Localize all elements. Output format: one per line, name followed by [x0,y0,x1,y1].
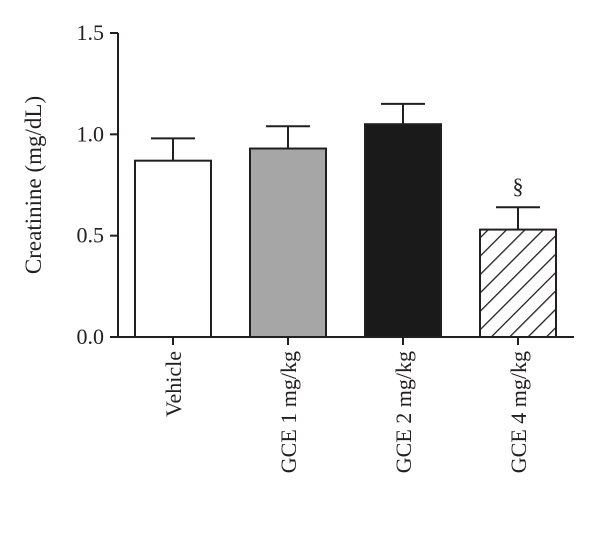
bar-2 [249,147,327,338]
x-category-label: Vehicle [161,351,186,417]
y-tick-label: 0.5 [77,223,105,248]
x-category-label: GCE 1 mg/kg [276,351,301,473]
x-axis: Vehicle GCE 1 mg/kg GCE 2 mg/kg GCE 4 mg/kg [117,336,574,473]
bar-1 [134,159,212,338]
x-category-label: GCE 2 mg/kg [391,351,416,473]
y-axis: 0.0 0.5 1.0 1.5 [77,20,119,349]
bar-3 [364,123,442,338]
y-tick-label: 1.5 [77,20,105,45]
annotations-layer: § [513,173,524,198]
x-category-label: GCE 4 mg/kg [506,351,531,473]
error-bars-layer [151,102,540,230]
y-tick-label: 1.0 [77,121,105,146]
y-ticks: 0.0 0.5 1.0 1.5 [77,20,118,349]
significance-marker: § [513,173,524,198]
y-tick-label: 0.0 [77,324,105,349]
x-ticks: Vehicle GCE 1 mg/kg GCE 2 mg/kg GCE 4 mg/kg [161,337,531,473]
bars-layer [134,123,557,338]
bar-4 [479,228,557,338]
y-axis-title: Creatinine (mg/dL) [21,96,46,274]
